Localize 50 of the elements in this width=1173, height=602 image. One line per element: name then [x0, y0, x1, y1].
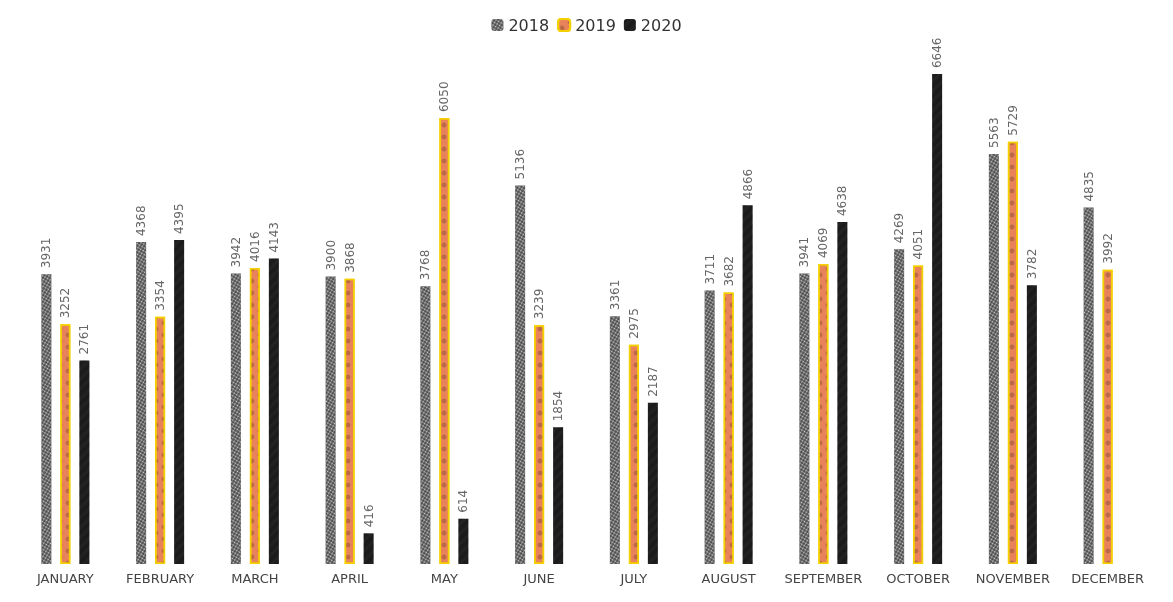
x-tick-label: JANUARY	[35, 571, 94, 586]
data-label: 5563	[986, 117, 1001, 148]
data-label: 3900	[323, 239, 338, 271]
data-label: 4638	[835, 185, 850, 217]
data-label: 4395	[172, 203, 187, 235]
x-tick-label: FEBRUARY	[126, 571, 195, 586]
data-label: 3252	[58, 287, 73, 319]
data-label: 5729	[1005, 105, 1020, 136]
legend-label: 2018	[508, 15, 550, 35]
x-tick-label: OCTOBER	[886, 571, 950, 586]
legend-label: 2019	[575, 15, 616, 35]
x-tick-label: JULY	[619, 571, 648, 586]
data-label: 6050	[437, 81, 452, 113]
data-label: 4143	[266, 222, 281, 253]
data-label: 3239	[532, 288, 547, 320]
data-label: 4269	[892, 212, 907, 244]
data-label: 4069	[816, 227, 831, 259]
data-label: 3942	[228, 236, 243, 268]
data-label: 3868	[342, 242, 357, 273]
data-label: 3711	[702, 253, 717, 285]
x-tick-label: APRIL	[331, 571, 369, 586]
x-tick-label: SEPTEMBER	[784, 571, 863, 586]
x-tick-label: JUNE	[522, 571, 555, 586]
x-tick-label: NOVEMBER	[975, 571, 1050, 586]
x-tick-label: MARCH	[231, 571, 279, 586]
data-label: 3992	[1100, 233, 1115, 264]
data-label: 4866	[740, 168, 755, 200]
data-label: 2761	[77, 323, 92, 355]
data-label: 3354	[153, 280, 168, 311]
data-label: 5136	[513, 148, 528, 180]
data-label: 3931	[39, 237, 54, 269]
data-label: 4051	[911, 228, 926, 260]
data-label: 614	[456, 489, 471, 513]
data-label: 4368	[134, 205, 149, 237]
data-label: 2187	[645, 366, 660, 397]
data-label: 416	[361, 504, 376, 528]
data-label: 4016	[247, 231, 262, 262]
data-label: 3682	[721, 256, 736, 287]
legend-label: 2020	[640, 15, 682, 35]
data-label: 3768	[418, 249, 433, 281]
x-tick-label: DECEMBER	[1071, 571, 1145, 586]
data-label: 2975	[626, 308, 641, 339]
data-label: 6646	[930, 37, 945, 69]
x-tick-label: MAY	[430, 571, 458, 586]
x-tick-label: AUGUST	[701, 571, 756, 586]
data-label: 3782	[1024, 248, 1039, 280]
data-label: 3361	[607, 279, 622, 311]
data-label: 1854	[551, 390, 566, 422]
data-label: 3941	[797, 236, 812, 268]
data-label: 4835	[1081, 171, 1096, 202]
